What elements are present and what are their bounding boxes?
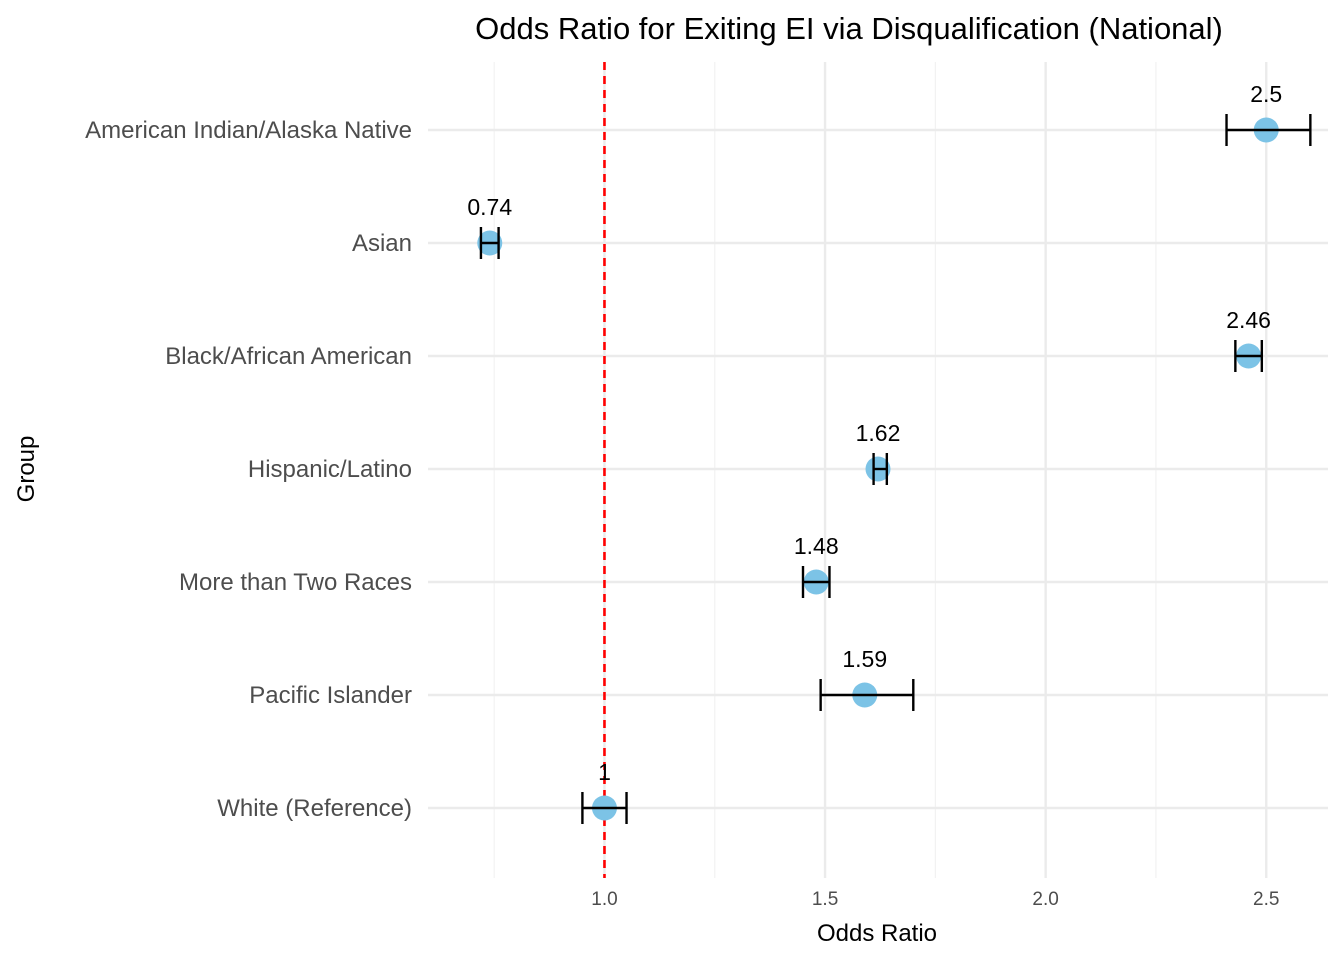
x-axis-ticks: 1.0 1.5 2.0 2.5 (591, 889, 1279, 910)
x-tick-label: 1.0 (591, 889, 617, 910)
y-tick-label: Hispanic/Latino (248, 456, 412, 483)
y-tick-label: Pacific Islander (249, 682, 412, 709)
data-label: 0.74 (467, 194, 512, 220)
y-tick-label: American Indian/Alaska Native (85, 117, 412, 144)
data-point-group: 1.59 (819, 646, 915, 711)
data-label: 2.46 (1226, 307, 1271, 333)
x-tick-label: 1.5 (812, 889, 838, 910)
y-tick-label: Black/African American (165, 343, 412, 370)
data-marks: 2.5 0.74 2.46 1.62 1.48 1.59 1 (467, 81, 1312, 824)
y-tick-label: More than Two Races (179, 569, 412, 596)
data-point-group: 2.5 (1225, 81, 1312, 146)
x-tick-label: 2.0 (1032, 889, 1058, 910)
data-point-group: 0.74 (467, 194, 512, 259)
y-tick-label: White (Reference) (217, 795, 412, 822)
y-tick-label: Asian (352, 230, 412, 257)
x-tick-label: 2.5 (1253, 889, 1279, 910)
data-point-group: 1.48 (794, 533, 839, 598)
data-point-group: 1.62 (856, 420, 901, 485)
data-point-group: 2.46 (1226, 307, 1271, 372)
data-label: 1.59 (842, 646, 887, 672)
data-point-group: 1 (581, 759, 628, 824)
y-axis-title: Group (13, 436, 40, 503)
y-axis-labels: American Indian/Alaska Native Asian Black/… (85, 117, 412, 822)
data-label: 1.62 (856, 420, 901, 446)
x-axis-title: Odds Ratio (817, 920, 937, 947)
chart-title: Odds Ratio for Exiting EI via Disqualifi… (475, 11, 1223, 46)
data-label: 1.48 (794, 533, 839, 559)
data-label: 2.5 (1250, 81, 1282, 107)
data-label: 1 (598, 759, 611, 785)
